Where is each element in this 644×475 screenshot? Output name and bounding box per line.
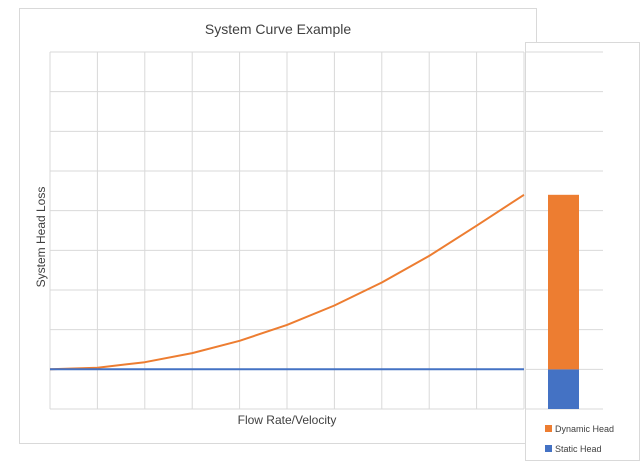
x-axis-label: Flow Rate/Velocity [238,413,337,427]
side-chart-frame [525,42,640,461]
y-axis-label: System Head Loss [34,187,48,288]
static-head-legend-label: Static Head [555,444,602,454]
dynamic-head-bar-segment [548,194,579,370]
static-head-legend-swatch [545,445,552,452]
static-head-bar-segment [548,369,579,409]
dynamic-head-curve [49,193,525,371]
side-chart-bars [548,194,579,409]
side-chart-legend: Dynamic Head Static Head [545,424,614,454]
dynamic-head-legend-swatch [545,425,552,432]
chart-title: System Curve Example [205,21,351,37]
main-chart-frame [19,8,537,444]
main-chart-series [49,193,525,371]
dynamic-head-legend-label: Dynamic Head [555,424,614,434]
main-chart-gridlines [49,51,525,410]
